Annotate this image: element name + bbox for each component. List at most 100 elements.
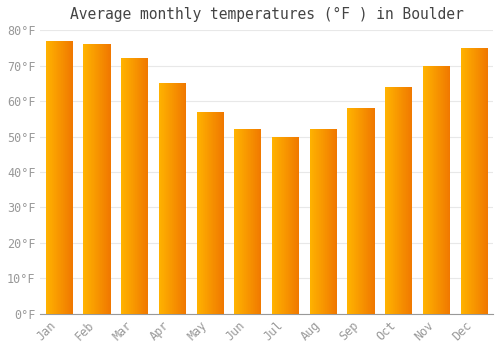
- Bar: [468, 48, 469, 314]
- Bar: [54, 41, 55, 314]
- Bar: [242, 130, 243, 314]
- Bar: [165, 83, 166, 314]
- Bar: [260, 130, 262, 314]
- Bar: [213, 112, 214, 314]
- Bar: [272, 136, 274, 314]
- Bar: [283, 136, 284, 314]
- Bar: [469, 48, 470, 314]
- Bar: [276, 136, 277, 314]
- Bar: [485, 48, 486, 314]
- Bar: [208, 112, 210, 314]
- Bar: [94, 44, 95, 314]
- Bar: [106, 44, 107, 314]
- Bar: [219, 112, 220, 314]
- Bar: [319, 130, 320, 314]
- Bar: [282, 136, 283, 314]
- Bar: [128, 58, 130, 314]
- Bar: [320, 130, 322, 314]
- Bar: [473, 48, 474, 314]
- Bar: [371, 108, 372, 314]
- Bar: [312, 130, 313, 314]
- Bar: [174, 83, 175, 314]
- Bar: [49, 41, 50, 314]
- Bar: [313, 130, 314, 314]
- Bar: [464, 48, 466, 314]
- Bar: [86, 44, 87, 314]
- Bar: [198, 112, 200, 314]
- Bar: [464, 48, 465, 314]
- Bar: [297, 136, 298, 314]
- Bar: [321, 130, 322, 314]
- Bar: [427, 65, 428, 314]
- Bar: [131, 58, 132, 314]
- Bar: [314, 130, 315, 314]
- Bar: [389, 87, 390, 314]
- Bar: [433, 65, 434, 314]
- Bar: [426, 65, 427, 314]
- Bar: [434, 65, 435, 314]
- Bar: [318, 130, 320, 314]
- Bar: [398, 87, 399, 314]
- Bar: [336, 130, 337, 314]
- Bar: [122, 58, 123, 314]
- Bar: [145, 58, 146, 314]
- Bar: [105, 44, 106, 314]
- Bar: [398, 87, 400, 314]
- Bar: [291, 136, 292, 314]
- Bar: [182, 83, 184, 314]
- Bar: [126, 58, 127, 314]
- Bar: [68, 41, 69, 314]
- Bar: [208, 112, 209, 314]
- Bar: [396, 87, 397, 314]
- Bar: [245, 130, 246, 314]
- Bar: [460, 48, 462, 314]
- Bar: [55, 41, 56, 314]
- Bar: [401, 87, 402, 314]
- Bar: [330, 130, 331, 314]
- Bar: [210, 112, 211, 314]
- Bar: [163, 83, 164, 314]
- Bar: [62, 41, 64, 314]
- Bar: [274, 136, 276, 314]
- Bar: [88, 44, 90, 314]
- Bar: [239, 130, 240, 314]
- Bar: [161, 83, 162, 314]
- Bar: [92, 44, 93, 314]
- Bar: [211, 112, 212, 314]
- Bar: [134, 58, 136, 314]
- Bar: [60, 41, 62, 314]
- Bar: [448, 65, 449, 314]
- Bar: [353, 108, 354, 314]
- Bar: [172, 83, 173, 314]
- Bar: [169, 83, 170, 314]
- Bar: [218, 112, 219, 314]
- Bar: [93, 44, 94, 314]
- Bar: [310, 130, 311, 314]
- Bar: [200, 112, 202, 314]
- Bar: [462, 48, 464, 314]
- Bar: [396, 87, 398, 314]
- Bar: [46, 41, 47, 314]
- Bar: [274, 136, 275, 314]
- Bar: [162, 83, 163, 314]
- Bar: [289, 136, 290, 314]
- Bar: [424, 65, 425, 314]
- Bar: [244, 130, 245, 314]
- Bar: [136, 58, 138, 314]
- Bar: [138, 58, 140, 314]
- Bar: [176, 83, 177, 314]
- Bar: [410, 87, 411, 314]
- Bar: [241, 130, 242, 314]
- Bar: [366, 108, 367, 314]
- Bar: [240, 130, 241, 314]
- Bar: [124, 58, 125, 314]
- Bar: [98, 44, 99, 314]
- Bar: [204, 112, 206, 314]
- Bar: [68, 41, 70, 314]
- Bar: [125, 58, 126, 314]
- Bar: [435, 65, 436, 314]
- Bar: [403, 87, 404, 314]
- Bar: [199, 112, 200, 314]
- Bar: [326, 130, 328, 314]
- Bar: [483, 48, 484, 314]
